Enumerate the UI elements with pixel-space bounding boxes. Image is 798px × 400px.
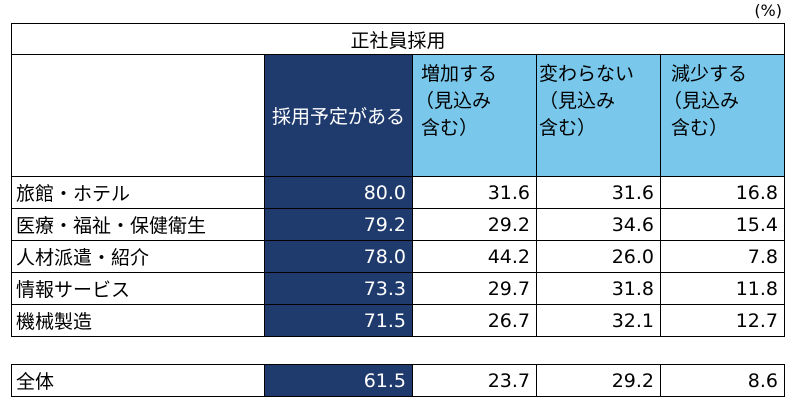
table-row: 情報サービス 73.3 29.7 31.8 11.8 [11,272,785,305]
cell-value: 16.8 [660,176,785,209]
cell-value: 11.8 [660,272,785,305]
column-header-line: 含む） [421,117,479,139]
column-header: 増加する （見込み 含む） [412,54,537,177]
column-header-line: 変わらない [539,63,635,85]
cell-value: 15.4 [660,208,785,241]
table-row: 医療・福祉・保健衛生 79.2 29.2 34.6 15.4 [11,208,785,241]
row-label: 旅館・ホテル [11,176,265,209]
column-header-line: 減少する [671,63,748,85]
row-label: 人材派遣・紹介 [11,240,265,273]
column-header-line: 含む） [539,117,597,139]
column-header-line: 採用予定がある [271,106,405,128]
cell-value: 23.7 [412,364,537,397]
column-header-line: （見込み [539,90,616,112]
row-label: 全体 [11,364,265,397]
data-table: 正社員採用 採用予定がある 増加する （見込み 含む） 変わらない （見込み 含… [11,23,785,397]
header-blank-cell [11,54,265,177]
row-label: 医療・福祉・保健衛生 [11,208,265,241]
cell-value: 29.7 [412,272,537,305]
table-row: 機械製造 71.5 26.7 32.1 12.7 [11,304,785,337]
cell-value: 8.6 [660,364,785,397]
column-header-line: （見込み [663,90,740,112]
table-row: 旅館・ホテル 80.0 31.6 31.6 16.8 [11,176,785,209]
cell-value: 44.2 [412,240,537,273]
table-row-total: 全体 61.5 23.7 29.2 8.6 [11,364,785,397]
column-header: 変わらない （見込み 含む） [536,54,661,177]
cell-value: 73.3 [264,272,413,305]
cell-value: 31.6 [412,176,537,209]
column-header-line: （見込み [415,90,492,112]
table-gap [12,337,785,365]
cell-value: 80.0 [264,176,413,209]
cell-value: 29.2 [412,208,537,241]
table-title: 正社員採用 [11,23,785,55]
cell-value: 26.0 [536,240,661,273]
table-row: 人材派遣・紹介 78.0 44.2 26.0 7.8 [11,240,785,273]
column-header-line: 増加する [421,63,498,85]
cell-value: 79.2 [264,208,413,241]
cell-value: 31.8 [536,272,661,305]
column-header: 減少する （見込み 含む） [660,54,785,177]
cell-value: 29.2 [536,364,661,397]
cell-value: 34.6 [536,208,661,241]
cell-value: 26.7 [412,304,537,337]
cell-value: 31.6 [536,176,661,209]
column-header-line: 含む） [671,117,729,139]
cell-value: 7.8 [660,240,785,273]
cell-value: 71.5 [264,304,413,337]
cell-value: 32.1 [536,304,661,337]
row-label: 機械製造 [11,304,265,337]
column-header: 採用予定がある [264,54,413,177]
row-label: 情報サービス [11,272,265,305]
cell-value: 12.7 [660,304,785,337]
cell-value: 61.5 [264,364,413,397]
unit-label: (%) [754,1,782,20]
cell-value: 78.0 [264,240,413,273]
